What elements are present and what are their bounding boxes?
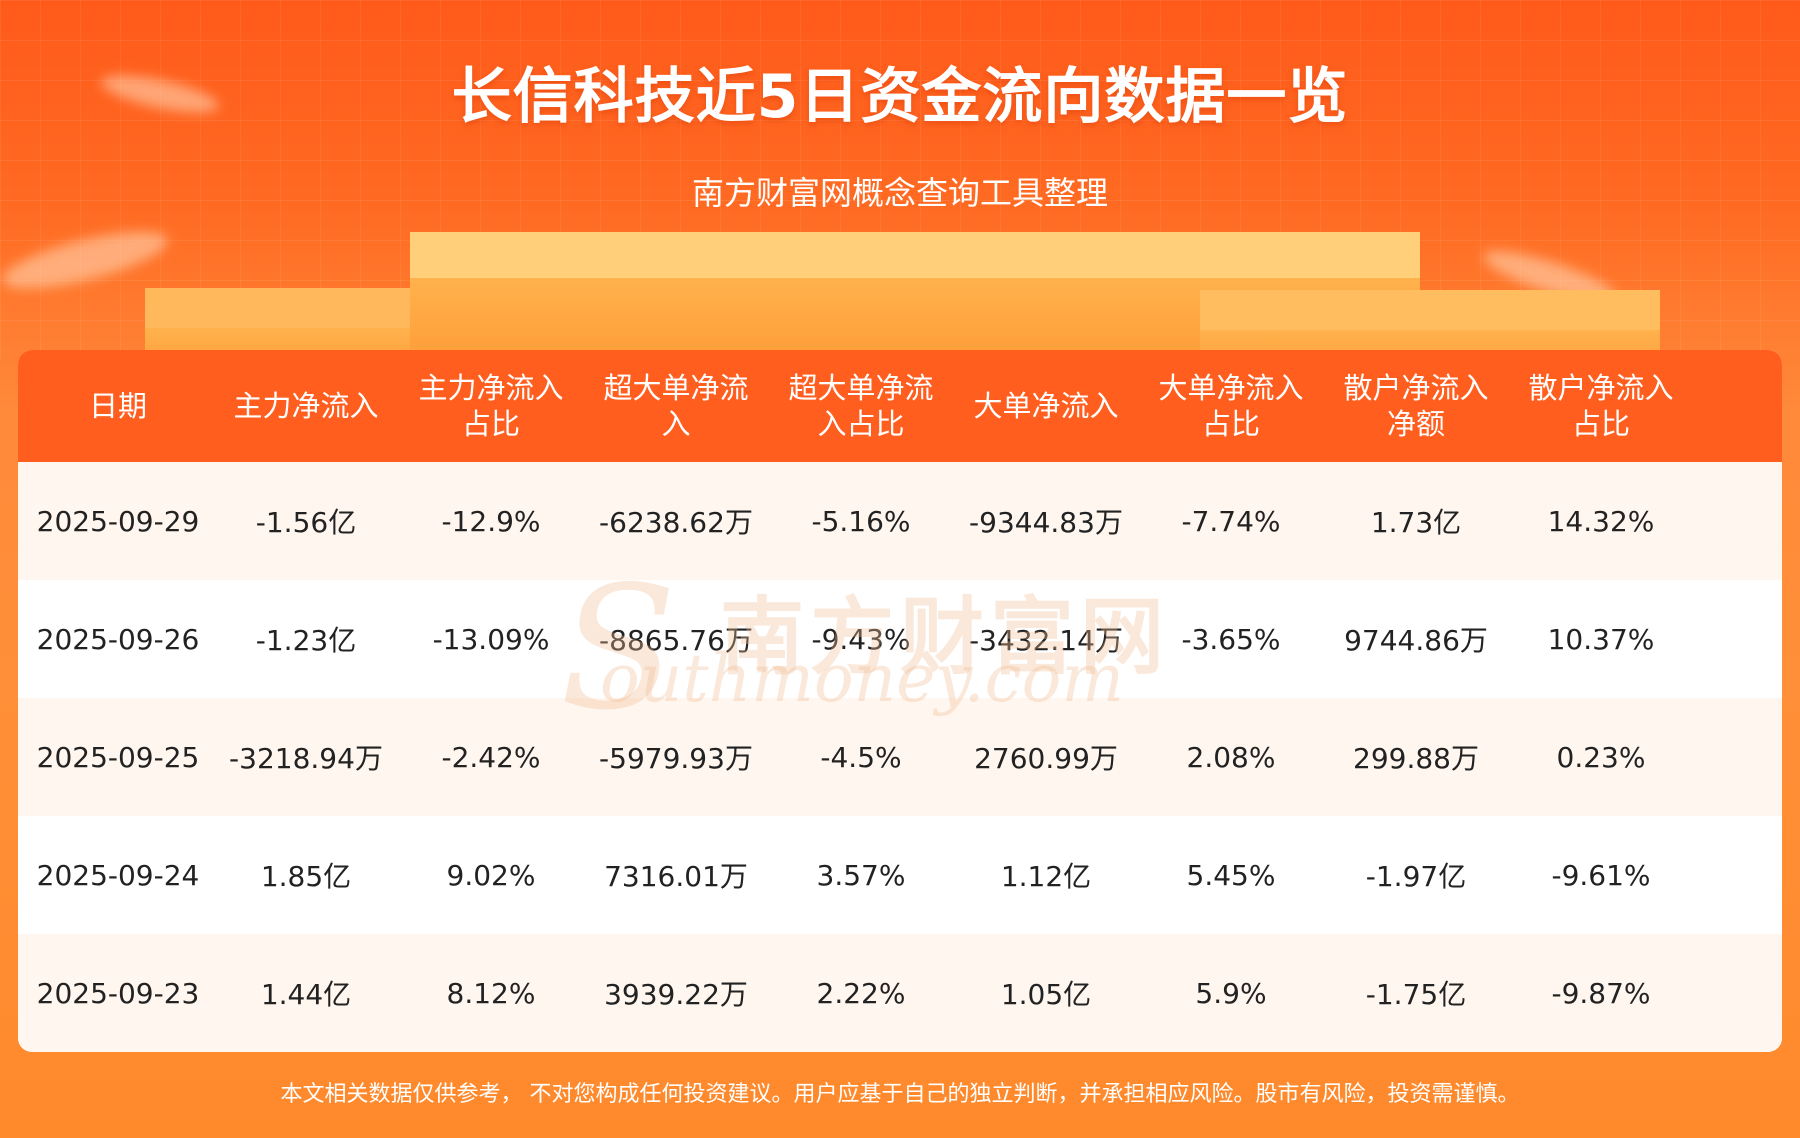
cell-large-net-inflow-ratio: -7.74%	[1181, 504, 1281, 538]
cell-date: 2025-09-26	[36, 622, 200, 656]
data-table-card: 日期 主力净流入 主力净流入 占比 超大单净流 入 超大单净流 入占比 大单净流…	[18, 350, 1782, 1052]
cell-large-net-inflow: -3432.14万	[969, 624, 1123, 657]
cell-large-net-inflow-ratio: 2.08%	[1186, 740, 1276, 774]
cell-super-large-net-inflow-ratio: -5.16%	[811, 504, 911, 538]
cell-main-net-inflow: 1.44亿	[260, 978, 352, 1011]
cell-super-large-net-inflow: 7316.01万	[604, 860, 748, 893]
column-header-retail-net-inflow-ratio: 散户净流入 占比	[1528, 371, 1674, 441]
cell-retail-net-inflow-ratio: 14.32%	[1547, 504, 1655, 538]
cell-super-large-net-inflow: -8865.76万	[599, 624, 753, 657]
cell-main-net-inflow: 1.85亿	[260, 860, 352, 893]
cell-main-net-inflow: -1.23亿	[255, 624, 357, 657]
cell-large-net-inflow-ratio: -3.65%	[1181, 622, 1281, 656]
table-row: 2025-09-24 1.85亿 9.02% 7316.01万 3.57% 1.…	[18, 816, 1782, 934]
cell-retail-net-inflow-amount: 9744.86万	[1344, 624, 1488, 657]
column-header-super-large-net-inflow: 超大单净流 入	[603, 371, 749, 441]
column-header-date: 日期	[88, 389, 147, 423]
cell-date: 2025-09-25	[36, 740, 200, 774]
cell-super-large-net-inflow-ratio: 3.57%	[816, 858, 906, 892]
cell-super-large-net-inflow-ratio: -4.5%	[820, 740, 902, 774]
cell-main-net-inflow-ratio: 9.02%	[446, 858, 536, 892]
cell-date: 2025-09-23	[36, 976, 200, 1010]
cell-super-large-net-inflow: 3939.22万	[604, 978, 748, 1011]
cell-main-net-inflow-ratio: -13.09%	[432, 622, 550, 656]
cell-retail-net-inflow-ratio: -9.87%	[1551, 976, 1651, 1010]
column-header-large-net-inflow-ratio: 大单净流入 占比	[1158, 371, 1304, 441]
cell-large-net-inflow: 2760.99万	[974, 742, 1118, 775]
table-row: 2025-09-26 -1.23亿 -13.09% -8865.76万 -9.4…	[18, 580, 1782, 698]
table-header-row: 日期 主力净流入 主力净流入 占比 超大单净流 入 超大单净流 入占比 大单净流…	[18, 350, 1782, 462]
cell-retail-net-inflow-ratio: 10.37%	[1547, 622, 1655, 656]
page-subtitle: 南方财富网概念查询工具整理	[691, 174, 1108, 212]
table-row: 2025-09-25 -3218.94万 -2.42% -5979.93万 -4…	[18, 698, 1782, 816]
cell-retail-net-inflow-amount: -1.75亿	[1365, 978, 1467, 1011]
cell-large-net-inflow-ratio: 5.45%	[1186, 858, 1276, 892]
cell-super-large-net-inflow-ratio: 2.22%	[816, 976, 906, 1010]
cell-large-net-inflow: 1.05亿	[1000, 978, 1092, 1011]
cell-super-large-net-inflow-ratio: -9.43%	[811, 622, 911, 656]
cell-super-large-net-inflow: -5979.93万	[599, 742, 753, 775]
column-header-main-net-inflow-ratio: 主力净流入 占比	[418, 371, 564, 441]
cell-date: 2025-09-24	[36, 858, 200, 892]
table-row: 2025-09-29 -1.56亿 -12.9% -6238.62万 -5.16…	[18, 462, 1782, 580]
cell-retail-net-inflow-amount: 299.88万	[1353, 742, 1479, 775]
column-header-retail-net-inflow-amount: 散户净流入 净额	[1343, 371, 1489, 441]
column-header-large-net-inflow: 大单净流入	[973, 389, 1119, 423]
cell-retail-net-inflow-ratio: -9.61%	[1551, 858, 1651, 892]
cell-main-net-inflow: -3218.94万	[229, 742, 383, 775]
cell-main-net-inflow-ratio: -12.9%	[441, 504, 541, 538]
page-title: 长信科技近5日资金流向数据一览	[451, 62, 1349, 132]
cell-main-net-inflow-ratio: 8.12%	[446, 976, 536, 1010]
cell-retail-net-inflow-amount: -1.97亿	[1365, 860, 1467, 893]
cell-main-net-inflow: -1.56亿	[255, 506, 357, 539]
cell-main-net-inflow-ratio: -2.42%	[441, 740, 541, 774]
cell-super-large-net-inflow: -6238.62万	[599, 506, 753, 539]
cell-large-net-inflow-ratio: 5.9%	[1195, 976, 1267, 1010]
table-row: 2025-09-23 1.44亿 8.12% 3939.22万 2.22% 1.…	[18, 934, 1782, 1052]
cell-large-net-inflow: -9344.83万	[969, 506, 1123, 539]
column-header-main-net-inflow: 主力净流入	[233, 389, 379, 423]
cell-date: 2025-09-29	[36, 504, 200, 538]
cell-retail-net-inflow-amount: 1.73亿	[1370, 506, 1462, 539]
footer-disclaimer: 本文相关数据仅供参考， 不对您构成任何投资建议。用户应基于自己的独立判断，并承担…	[280, 1082, 1520, 1107]
cell-retail-net-inflow-ratio: 0.23%	[1556, 740, 1646, 774]
column-header-super-large-net-inflow-ratio: 超大单净流 入占比	[788, 371, 934, 441]
cell-large-net-inflow: 1.12亿	[1000, 860, 1092, 893]
